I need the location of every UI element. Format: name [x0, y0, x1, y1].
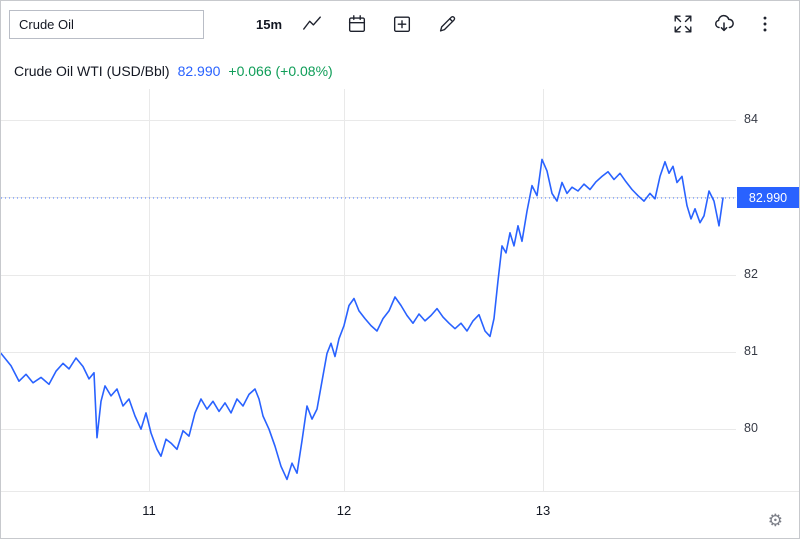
time-axis-label: 13: [535, 503, 551, 518]
price-axis[interactable]: 8081828384: [736, 1, 799, 538]
symbol-search-input[interactable]: Crude Oil: [9, 9, 204, 39]
price-axis-label: 84: [744, 111, 758, 126]
price-change: +0.066 (+0.08%): [228, 63, 333, 79]
time-axis-label: 11: [142, 503, 156, 518]
fullscreen-button[interactable]: [669, 10, 697, 38]
calendar-icon: [349, 15, 366, 33]
chart-legend: Crude Oil WTI (USD/Bbl) 82.990 +0.066 (+…: [14, 63, 333, 79]
symbol-title: Crude Oil WTI (USD/Bbl): [14, 63, 170, 79]
trend-line-icon: [303, 16, 321, 30]
settings-gear-icon[interactable]: ⚙: [767, 511, 783, 530]
chart-style-button[interactable]: [298, 10, 326, 38]
pencil-icon: [439, 16, 456, 32]
fullscreen-icon: [674, 15, 692, 33]
draw-button[interactable]: [433, 10, 461, 38]
price-axis-label: 81: [744, 343, 758, 358]
current-price-badge: 82.990: [737, 187, 799, 208]
kebab-menu-icon: [763, 16, 767, 32]
symbol-search-value: Crude Oil: [19, 16, 74, 32]
price-axis-label: 82: [744, 266, 758, 281]
last-price: 82.990: [177, 63, 221, 79]
more-menu-button[interactable]: [751, 10, 779, 38]
price-series-line: [1, 158, 724, 481]
time-axis-label: 12: [336, 503, 352, 518]
add-indicator-button[interactable]: [388, 10, 416, 38]
plus-square-icon: [394, 16, 411, 33]
time-axis[interactable]: 11 12 13: [1, 491, 736, 538]
grid-layer: [1, 89, 799, 492]
toolbar: Crude Oil 15m: [1, 1, 799, 47]
cloud-download-icon: [715, 14, 734, 32]
interval-button[interactable]: 15m: [254, 10, 284, 38]
price-axis-label: 80: [744, 421, 758, 436]
download-button[interactable]: [710, 10, 738, 38]
date-range-button[interactable]: [343, 10, 371, 38]
